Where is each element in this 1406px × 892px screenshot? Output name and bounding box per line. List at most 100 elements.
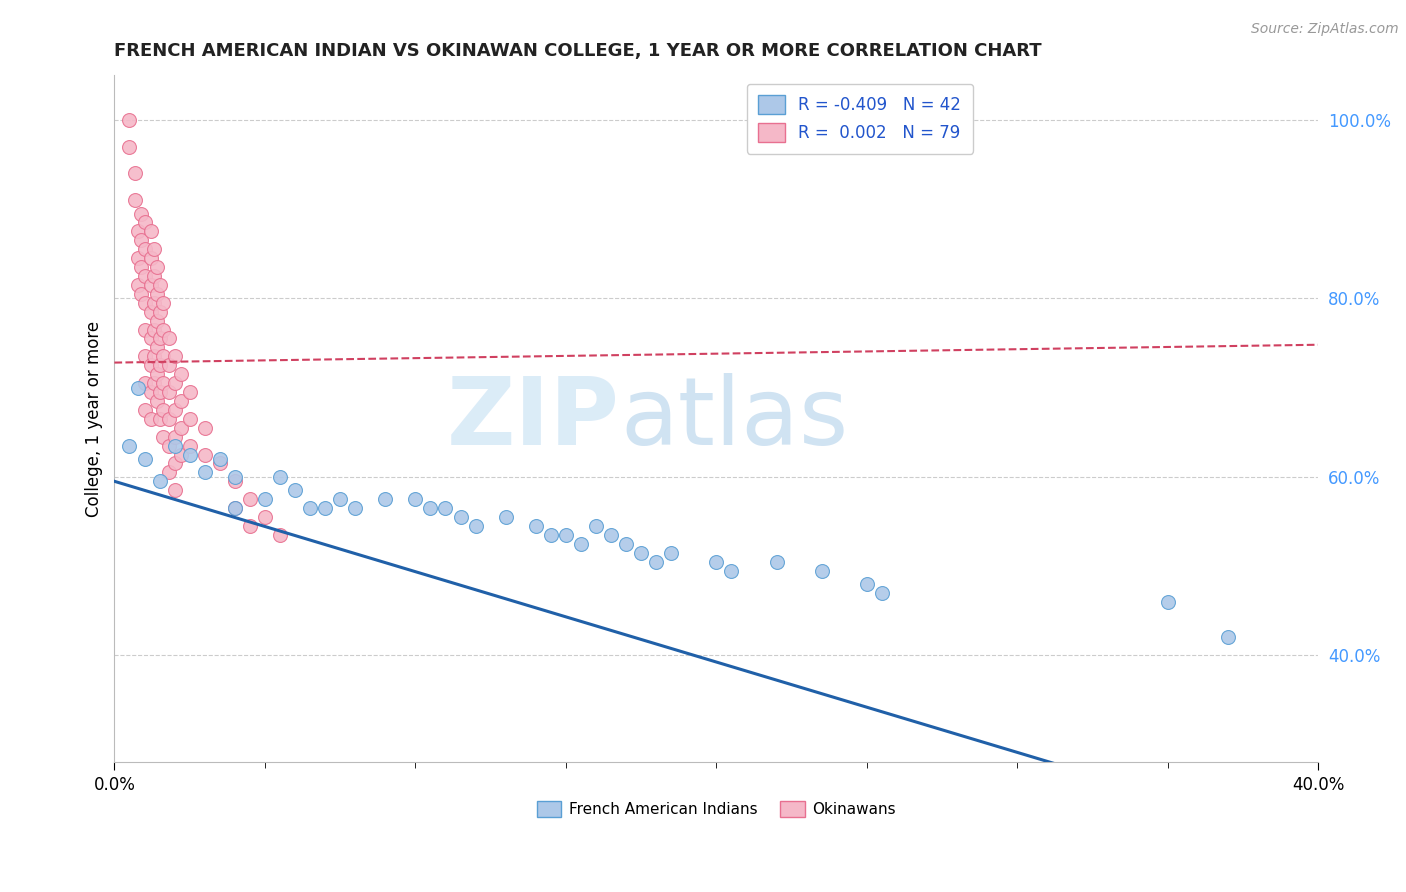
- Point: [139, 277, 162, 292]
- Point: [145, 286, 167, 301]
- Point: [148, 358, 170, 372]
- Point: [134, 403, 156, 417]
- Point: [253, 510, 276, 524]
- Point: [134, 215, 156, 229]
- Point: [134, 349, 156, 363]
- Point: [659, 546, 682, 560]
- Point: [704, 555, 727, 569]
- Point: [142, 322, 165, 336]
- Point: [253, 492, 276, 507]
- Point: [134, 452, 156, 467]
- Point: [139, 224, 162, 238]
- Point: [163, 430, 186, 444]
- Point: [131, 260, 153, 274]
- Point: [118, 439, 141, 453]
- Point: [645, 555, 668, 569]
- Point: [124, 193, 146, 207]
- Point: [194, 421, 217, 435]
- Point: [152, 295, 174, 310]
- Point: [464, 519, 486, 533]
- Point: [194, 448, 217, 462]
- Point: [152, 403, 174, 417]
- Text: Source: ZipAtlas.com: Source: ZipAtlas.com: [1251, 22, 1399, 37]
- Point: [299, 501, 322, 516]
- Point: [131, 233, 153, 247]
- Point: [157, 385, 180, 400]
- Point: [224, 475, 246, 489]
- Point: [163, 376, 186, 391]
- Point: [208, 452, 231, 467]
- Point: [118, 112, 141, 127]
- Point: [720, 564, 742, 578]
- Point: [630, 546, 652, 560]
- Point: [127, 381, 149, 395]
- Point: [127, 224, 149, 238]
- Point: [870, 586, 893, 600]
- Point: [614, 537, 637, 551]
- Point: [148, 304, 170, 318]
- Point: [284, 483, 307, 498]
- Point: [169, 448, 191, 462]
- Point: [145, 313, 167, 327]
- Point: [163, 349, 186, 363]
- Point: [163, 439, 186, 453]
- Point: [142, 295, 165, 310]
- Point: [139, 412, 162, 426]
- Point: [434, 501, 457, 516]
- Point: [142, 349, 165, 363]
- Point: [179, 412, 201, 426]
- Point: [134, 268, 156, 283]
- Point: [224, 501, 246, 516]
- Point: [142, 268, 165, 283]
- Point: [344, 501, 367, 516]
- Point: [269, 470, 291, 484]
- Point: [152, 376, 174, 391]
- Point: [134, 295, 156, 310]
- Point: [145, 394, 167, 409]
- Point: [163, 457, 186, 471]
- Point: [540, 528, 562, 542]
- Point: [569, 537, 592, 551]
- Point: [157, 439, 180, 453]
- Text: atlas: atlas: [620, 373, 848, 465]
- Y-axis label: College, 1 year or more: College, 1 year or more: [86, 321, 103, 516]
- Point: [450, 510, 472, 524]
- Point: [139, 358, 162, 372]
- Point: [148, 385, 170, 400]
- Point: [239, 519, 262, 533]
- Point: [139, 385, 162, 400]
- Point: [152, 322, 174, 336]
- Point: [157, 466, 180, 480]
- Point: [765, 555, 787, 569]
- Point: [856, 577, 879, 591]
- Point: [157, 358, 180, 372]
- Point: [139, 331, 162, 345]
- Point: [145, 340, 167, 354]
- Point: [127, 277, 149, 292]
- Point: [131, 286, 153, 301]
- Point: [139, 251, 162, 265]
- Point: [134, 322, 156, 336]
- Point: [419, 501, 441, 516]
- Point: [148, 331, 170, 345]
- Point: [124, 166, 146, 180]
- Point: [152, 430, 174, 444]
- Point: [118, 139, 141, 153]
- Point: [148, 412, 170, 426]
- Point: [269, 528, 291, 542]
- Text: FRENCH AMERICAN INDIAN VS OKINAWAN COLLEGE, 1 YEAR OR MORE CORRELATION CHART: FRENCH AMERICAN INDIAN VS OKINAWAN COLLE…: [114, 42, 1042, 60]
- Point: [179, 448, 201, 462]
- Point: [169, 394, 191, 409]
- Point: [157, 331, 180, 345]
- Point: [134, 376, 156, 391]
- Point: [208, 457, 231, 471]
- Point: [224, 470, 246, 484]
- Point: [600, 528, 623, 542]
- Point: [127, 251, 149, 265]
- Point: [131, 206, 153, 220]
- Point: [163, 403, 186, 417]
- Point: [179, 439, 201, 453]
- Point: [163, 483, 186, 498]
- Point: [374, 492, 396, 507]
- Legend: French American Indians, Okinawans: French American Indians, Okinawans: [530, 796, 903, 823]
